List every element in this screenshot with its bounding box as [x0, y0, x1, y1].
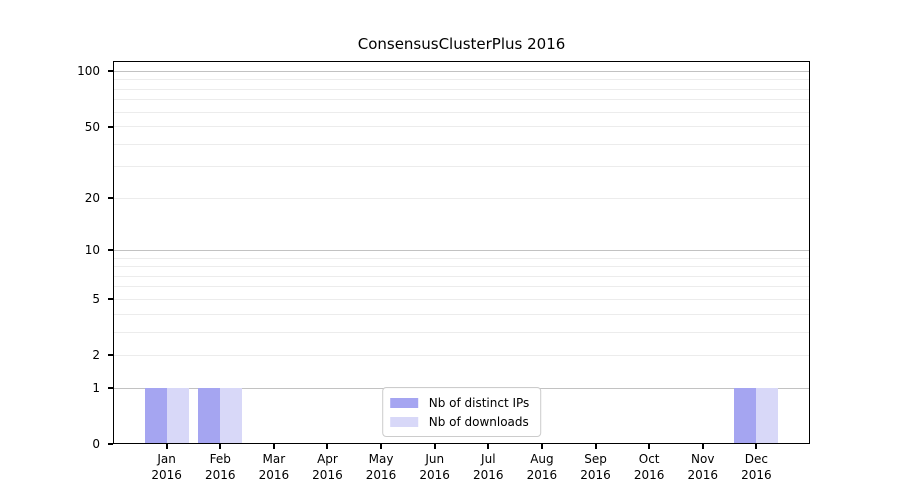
legend-label-distinct-ips: Nb of distinct IPs: [428, 395, 530, 410]
gridline-minor-90: [113, 79, 810, 81]
x-tick-label-dec: Dec 2016: [741, 452, 772, 482]
y-tick-label-50: 50: [84, 119, 100, 134]
x-tick-label-nov: Nov 2016: [687, 452, 719, 482]
bar-downloads-feb: [220, 388, 243, 444]
y-tick-label-0: 0: [92, 437, 100, 451]
x-tick-label-jan: Jan 2016: [151, 452, 182, 482]
x-tick-label-mar: Mar 2016: [258, 452, 290, 482]
legend: Nb of distinct IPs Nb of downloads: [381, 387, 542, 437]
x-tick-oct: [648, 444, 651, 449]
bar-downloads-jan: [166, 388, 189, 444]
x-tick-mar: [272, 444, 275, 449]
y-tick-label-5: 5: [92, 292, 100, 307]
gridline-minor-2: [113, 354, 810, 356]
x-tick-label-feb: Feb 2016: [204, 452, 236, 482]
gridline-minor-50: [113, 126, 810, 128]
gridline-minor-7: [113, 275, 810, 277]
x-tick-sep: [594, 444, 597, 449]
chart-title: ConsensusClusterPlus 2016: [357, 35, 566, 53]
y-tick-1: [108, 387, 113, 390]
x-tick-may: [380, 444, 383, 449]
plot-area: Nb of distinct IPs Nb of downloads: [113, 61, 810, 444]
y-tick-100: [108, 70, 113, 73]
gridline-minor-3: [113, 331, 810, 333]
gridline-decade-100: [113, 70, 810, 72]
x-tick-label-jun: Jun 2016: [419, 452, 450, 482]
x-tick-aug: [540, 444, 543, 449]
y-tick-2: [108, 354, 113, 357]
y-tick-5: [108, 298, 113, 301]
legend-swatch-distinct-ips: [389, 397, 418, 408]
y-tick-label-2: 2: [92, 348, 100, 363]
gridline-minor-40: [113, 143, 810, 145]
bar-ips-jan: [144, 388, 167, 444]
gridline-minor-8: [113, 266, 810, 268]
x-tick-nov: [701, 444, 704, 449]
gridline-minor-5: [113, 298, 810, 300]
gridline-minor-60: [113, 111, 810, 113]
x-tick-dec: [755, 444, 758, 449]
gridline-minor-6: [113, 286, 810, 288]
bar-ips-dec: [734, 388, 757, 444]
gridline-minor-30: [113, 166, 810, 168]
y-tick-label-100: 100: [77, 64, 100, 79]
y-tick-label-10: 10: [84, 243, 100, 258]
y-tick-label-20: 20: [84, 191, 100, 206]
x-tick-apr: [326, 444, 329, 449]
gridline-minor-80: [113, 88, 810, 90]
x-tick-label-apr: Apr 2016: [312, 452, 343, 482]
bar-ips-feb: [198, 388, 221, 444]
gridline-decade-10: [113, 249, 810, 251]
bar-downloads-dec: [756, 388, 779, 444]
legend-label-downloads: Nb of downloads: [428, 414, 529, 429]
gridline-minor-9: [113, 257, 810, 259]
gridline-minor-4: [113, 313, 810, 315]
gridline-minor-20: [113, 197, 810, 199]
gridline-minor-70: [113, 99, 810, 101]
y-tick-10: [108, 249, 113, 252]
x-tick-label-oct: Oct 2016: [633, 452, 665, 482]
x-tick-jan: [165, 444, 168, 449]
x-tick-jun: [433, 444, 436, 449]
x-tick-jul: [487, 444, 490, 449]
y-tick-20: [108, 197, 113, 200]
x-tick-label-aug: Aug 2016: [526, 452, 558, 482]
x-tick-label-may: May 2016: [365, 452, 397, 482]
legend-item-distinct-ips: Nb of distinct IPs: [389, 393, 530, 412]
x-tick-label-jul: Jul 2016: [473, 452, 504, 482]
y-tick-label-1: 1: [92, 381, 100, 396]
y-tick-50: [108, 125, 113, 128]
legend-item-downloads: Nb of downloads: [389, 412, 530, 431]
y-tick-0: [108, 443, 113, 445]
legend-swatch-downloads: [389, 416, 418, 427]
x-tick-label-sep: Sep 2016: [580, 452, 611, 482]
x-tick-feb: [219, 444, 222, 449]
